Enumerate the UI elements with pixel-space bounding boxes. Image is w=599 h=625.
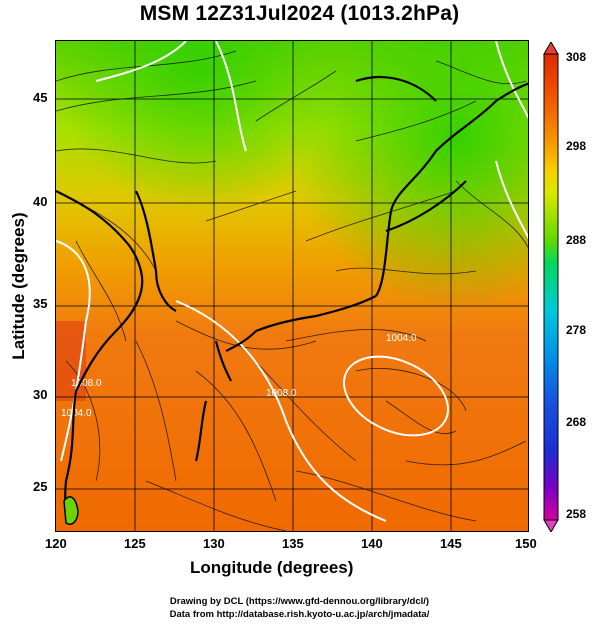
contour-label: 1004.0: [386, 333, 417, 344]
colorbar-label: 298: [566, 139, 587, 153]
x-tick-label: 140: [361, 536, 383, 551]
taiwan-landmass: [63, 496, 79, 525]
x-tick-label: 150: [515, 536, 537, 551]
colorbar-label: 278: [566, 323, 587, 337]
x-tick-label: 130: [203, 536, 225, 551]
isobar-contours: [56, 41, 528, 522]
y-tick-label: 30: [33, 387, 48, 402]
x-tick-label: 145: [440, 536, 462, 551]
x-tick-label: 135: [282, 536, 304, 551]
colorbar: [543, 42, 559, 532]
credit-data: Data from http://database.rish.kyoto-u.a…: [169, 609, 430, 620]
y-tick-label: 35: [33, 296, 48, 311]
lat-lon-grid: [56, 41, 528, 531]
colorbar-label: 258: [566, 507, 587, 521]
contour-label: 1008.0: [266, 388, 297, 399]
y-tick-label: 40: [33, 194, 48, 209]
y-axis-title: Latitude (degrees): [9, 212, 28, 360]
contour-label: 1004.0: [61, 408, 92, 419]
x-tick-label: 120: [45, 536, 67, 551]
colorbar-label: 268: [566, 415, 587, 429]
colorbar-label: 288: [566, 233, 587, 247]
credit-drawing: Drawing by DCL (https://www.gfd-dennou.o…: [169, 596, 430, 607]
y-tick-label: 45: [33, 90, 48, 105]
map-title: MSM 12Z31Jul2024 (1013.2hPa): [139, 2, 460, 25]
wind-streamlines: [56, 50, 528, 531]
x-tick-label: 125: [124, 536, 146, 551]
y-tick-label: 25: [33, 479, 48, 494]
coastlines: [56, 76, 528, 522]
map-canvas: 1004.0 1008.0 1008.0 1004.0: [56, 41, 528, 531]
x-axis-title: Longitude (degrees): [190, 558, 354, 577]
colorbar-label: 308: [566, 50, 587, 64]
map-plot: 1004.0 1008.0 1008.0 1004.0: [55, 40, 529, 532]
contour-label: 1008.0: [71, 378, 102, 389]
